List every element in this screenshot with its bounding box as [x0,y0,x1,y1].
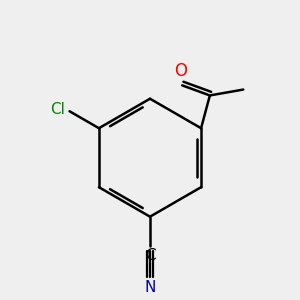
Text: Cl: Cl [50,102,65,117]
Text: N: N [144,280,156,295]
Text: C: C [145,248,155,263]
Text: O: O [174,62,187,80]
